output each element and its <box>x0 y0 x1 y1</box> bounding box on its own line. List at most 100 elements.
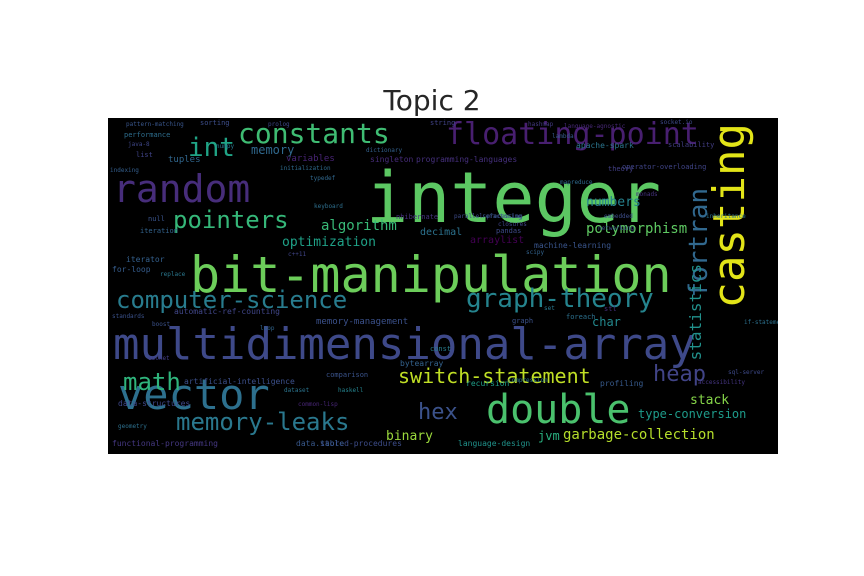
word-automatic-ref-counting: automatic-ref-counting <box>174 307 280 316</box>
chart-title: Topic 2 <box>383 84 481 117</box>
word-graph-theory: graph-theory <box>466 284 654 314</box>
word-optimization: optimization <box>282 235 376 250</box>
word-mapreduce: mapreduce <box>560 179 593 186</box>
word-hex: hex <box>418 400 458 425</box>
word-dataset: dataset <box>284 387 310 394</box>
word-standards: standards <box>112 313 145 320</box>
word-programming-languages: programming-languages <box>416 155 518 164</box>
word-lambda: lambda <box>552 133 574 140</box>
word-nhibernate: nhibernate <box>396 213 439 221</box>
word-list: list <box>136 151 153 159</box>
word-int: int <box>188 133 235 163</box>
word-closures: closures <box>498 221 527 228</box>
word-loop: loop <box>260 325 275 332</box>
word-double: double <box>486 387 631 433</box>
word-haskell: haskell <box>338 387 364 394</box>
word-type-conversion: type-conversion <box>638 407 747 421</box>
word-iteration: iteration <box>140 227 178 235</box>
word-null: null <box>148 215 165 223</box>
word-pointers: pointers <box>173 206 289 234</box>
word-language-agnostic: language-agnostic <box>564 123 626 130</box>
word-networking: networking <box>598 225 635 232</box>
word-keyboard: keyboard <box>314 203 343 210</box>
word-algorithm: algorithm <box>321 218 397 234</box>
word-switch-statement: switch-statement <box>398 364 591 388</box>
word-artificial-intelligence: artificial-intelligence <box>184 377 295 386</box>
word-constants: constants <box>238 118 390 150</box>
word-scipy: scipy <box>526 249 545 256</box>
word-computer-science: computer-science <box>116 286 348 314</box>
word-variables: variables <box>286 154 335 164</box>
word-singleton: singleton <box>370 155 414 164</box>
word-language-design: language-design <box>458 439 531 448</box>
word-foreach: foreach <box>566 313 596 321</box>
word-heap: heap <box>653 362 706 387</box>
word-decimal: decimal <box>420 227 463 238</box>
word-initialization: initialization <box>280 165 331 172</box>
word-profiling: profiling <box>600 379 644 388</box>
word-set: set <box>544 305 555 312</box>
word-memory: memory <box>251 143 295 157</box>
word-char: char <box>592 315 621 329</box>
word-numpy: numpy <box>216 143 235 150</box>
word-polymorphism: polymorphism <box>586 221 688 237</box>
word-tuples: tuples <box>168 155 201 165</box>
word-string: string <box>430 119 456 127</box>
word-machine-learning: machine-learning <box>534 241 612 250</box>
word-pattern-matching: pattern-matching <box>126 121 184 128</box>
word-math: math <box>123 368 181 396</box>
word-sorting: sorting <box>200 119 230 127</box>
word-data-table: data.table <box>296 439 345 448</box>
word-comparison: comparison <box>326 371 369 379</box>
word-replace: replace <box>160 271 186 278</box>
word-arraylist: arraylist <box>470 235 525 246</box>
word-theory: theory <box>608 165 634 173</box>
word-boost: boost <box>152 321 171 328</box>
word-dictionary: dictionary <box>366 147 403 154</box>
word-hashmap: hashmap <box>528 121 554 128</box>
word-performance: performance <box>124 131 171 139</box>
word-const: const <box>430 345 452 353</box>
word-socket-io: socket.io <box>660 119 693 126</box>
word-memory-leaks: memory-leaks <box>176 408 350 436</box>
word-cloud: integer bit-manipulation multidimensional-… <box>108 118 778 454</box>
word-c-11: c++11 <box>288 251 307 258</box>
word-binary: binary <box>386 429 433 444</box>
word-garbage-collection: garbage-collection <box>563 427 715 443</box>
word-java-8: java-8 <box>128 141 150 148</box>
word-statistics: statistics <box>686 264 705 361</box>
word-parallel-processing: parallel-processing <box>454 213 523 220</box>
word-compression: compression <box>508 377 548 384</box>
word-indexing: indexing <box>110 167 139 174</box>
word-socket: socket <box>148 355 170 362</box>
word-multidimensional-array: multidimensional-array <box>113 319 696 370</box>
word-if-statement: if-statement <box>744 319 778 326</box>
word-embedded: embedded <box>604 213 633 220</box>
word-pandas: pandas <box>496 227 522 235</box>
word-bytearray: bytearray <box>400 359 444 368</box>
word-inheritance: inheritance <box>706 213 746 220</box>
word-bit-manipulation: bit-manipulation <box>190 246 672 304</box>
word-scalability: scalability <box>668 141 715 149</box>
word-geometry: geometry <box>118 423 147 430</box>
word-functional-programming: functional-programming <box>112 439 218 448</box>
word-typedef: typedef <box>310 175 336 182</box>
word-data-structures: data-structures <box>118 399 191 408</box>
word-floating-point: floating-point <box>446 118 699 152</box>
word-common-lisp: common-lisp <box>298 401 338 408</box>
word-iterator: iterator <box>126 255 165 264</box>
word-sql-server: sql-server <box>728 369 765 376</box>
word-monads: monads <box>636 191 658 198</box>
word-memory-management: memory-management <box>316 317 409 327</box>
word-operator-overloading: operator-overloading <box>622 163 707 171</box>
word-apache-spark: apache-spark <box>576 141 634 150</box>
word-refactoring: refactoring <box>482 213 522 220</box>
word-accessibility: accessibility <box>698 379 745 386</box>
word-stl: stl <box>604 305 617 313</box>
word-integer: integer <box>366 157 662 239</box>
word-stack: stack <box>690 393 730 408</box>
word-jvm: jvm <box>538 429 560 443</box>
word-stored-procedures: stored-procedures <box>320 439 402 448</box>
word-prolog: prolog <box>268 121 290 128</box>
word-for-loop: for-loop <box>112 265 151 274</box>
